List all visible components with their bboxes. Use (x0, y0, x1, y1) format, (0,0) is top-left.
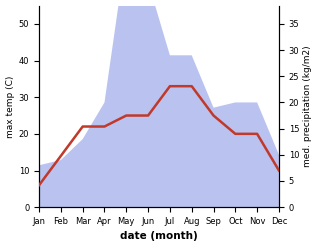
X-axis label: date (month): date (month) (120, 231, 198, 242)
Y-axis label: med. precipitation (kg/m2): med. precipitation (kg/m2) (303, 45, 313, 167)
Y-axis label: max temp (C): max temp (C) (5, 75, 15, 138)
